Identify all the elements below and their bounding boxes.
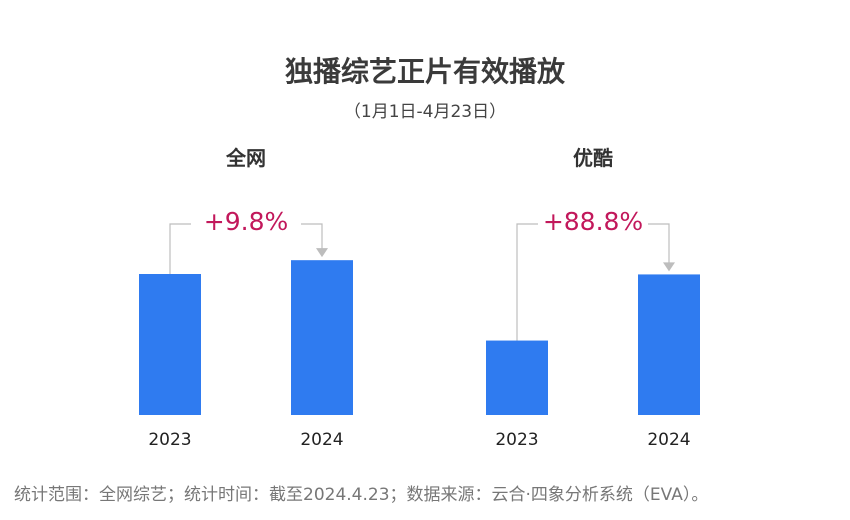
panel-title: 全网: [225, 146, 266, 170]
x-tick-label: 2024: [300, 430, 343, 450]
x-tick-label: 2023: [148, 430, 191, 450]
source-note: 统计范围：全网综艺；统计时间：截至2024.4.23；数据来源：云合·四象分析系…: [14, 485, 709, 505]
label-background: [191, 204, 301, 234]
x-tick-label: 2023: [495, 430, 538, 450]
x-tick-label: 2024: [647, 430, 690, 450]
arrow-icon: [663, 262, 675, 272]
panel-title: 优酷: [573, 146, 613, 170]
arrow-icon: [316, 248, 328, 258]
growth-label: +88.8%: [543, 207, 643, 236]
bar-2023: [486, 340, 548, 415]
chart-title: 独播综艺正片有效播放: [284, 55, 565, 88]
growth-label: +9.8%: [204, 207, 288, 236]
bar-2024: [638, 274, 700, 415]
bar-2024: [291, 260, 353, 415]
chart-subtitle: （1月1日-4月23日）: [343, 102, 507, 122]
bar-2023: [139, 274, 201, 415]
label-background: [538, 204, 648, 234]
